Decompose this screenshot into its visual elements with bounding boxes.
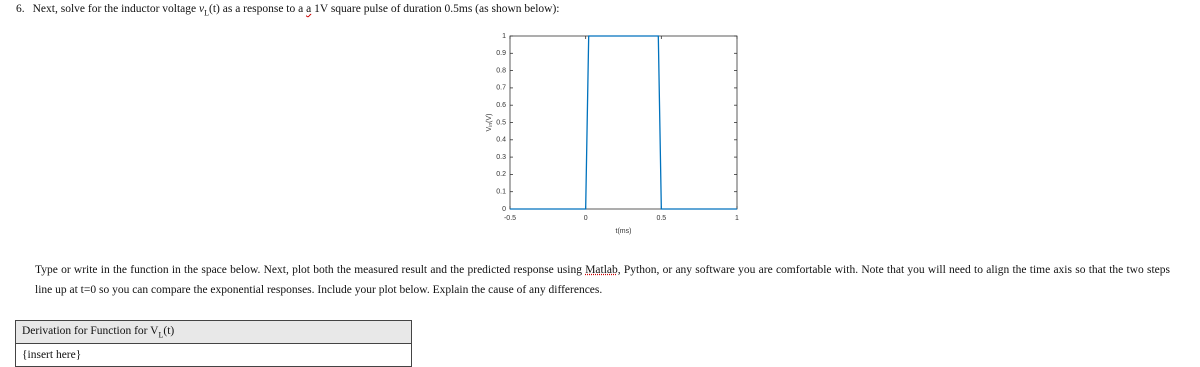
y-tick-label: 0.7 — [496, 85, 506, 92]
x-tick-label: 0.5 — [656, 215, 666, 222]
y-tick-label: 0 — [502, 206, 506, 213]
text: as a response to a — [219, 3, 307, 15]
text: (V) — [486, 114, 493, 123]
line — [510, 35, 737, 210]
struck-word: a — [306, 3, 312, 15]
x-tick-label: 1 — [735, 215, 739, 222]
x-axis-label: t(ms) — [616, 228, 632, 235]
text: (t) — [163, 324, 175, 337]
y-tick-label: 0.6 — [496, 102, 506, 109]
text: V — [486, 126, 493, 131]
y-tick-label: 0.5 — [496, 119, 506, 126]
y-tick-label: 0.8 — [496, 67, 506, 74]
plot-area — [509, 35, 738, 210]
table-cell[interactable]: {insert here} — [15, 343, 412, 367]
subscript: L — [158, 330, 164, 340]
x-tick-label: 0 — [584, 215, 588, 222]
text: , Python, or any software you are comfor… — [35, 264, 1170, 296]
variable: v — [199, 3, 205, 15]
text: 1V square pulse of duration 0.5ms (as sh… — [311, 3, 560, 15]
y-tick-label: 0.9 — [496, 50, 506, 57]
y-tick-label: 0.4 — [496, 137, 506, 144]
table-row: {insert here} — [15, 343, 412, 367]
underlined-word: Matlab — [585, 264, 618, 276]
chart: 0 0.1 0.2 0.3 0.4 0.5 0.6 0.7 0.8 0.9 1 -0.5 0 0.5 1 t(… — [486, 33, 739, 235]
text: (t) — [209, 3, 220, 15]
table-header-row: Derivation for Function for VL(t) — [15, 320, 412, 344]
x-tick-label: -0.5 — [504, 215, 516, 222]
paragraph: Type or write in the function in the spa… — [35, 260, 1170, 300]
text: Derivation for Function for V — [22, 324, 159, 337]
y-tick-label: 0.1 — [496, 189, 506, 196]
question: 6. Next, solve for the inductor voltage v… — [16, 3, 560, 17]
question-number: 6. — [16, 3, 25, 15]
y-tick-label: 0.3 — [496, 154, 506, 161]
subscript: in — [488, 123, 494, 127]
text: Next, solve for the inductor voltage — [32, 3, 200, 15]
y-tick-label: 0.2 — [496, 171, 506, 178]
subscript: L — [204, 8, 210, 18]
y-axis-label: Vin(V) — [486, 114, 494, 132]
y-tick-label: 1 — [502, 33, 506, 40]
text: Type or write in the function in the spa… — [35, 264, 586, 276]
table-header: Derivation for Function for VL(t) — [15, 320, 412, 344]
derivation-table: Derivation for Function for VL(t) {inser… — [15, 320, 412, 367]
